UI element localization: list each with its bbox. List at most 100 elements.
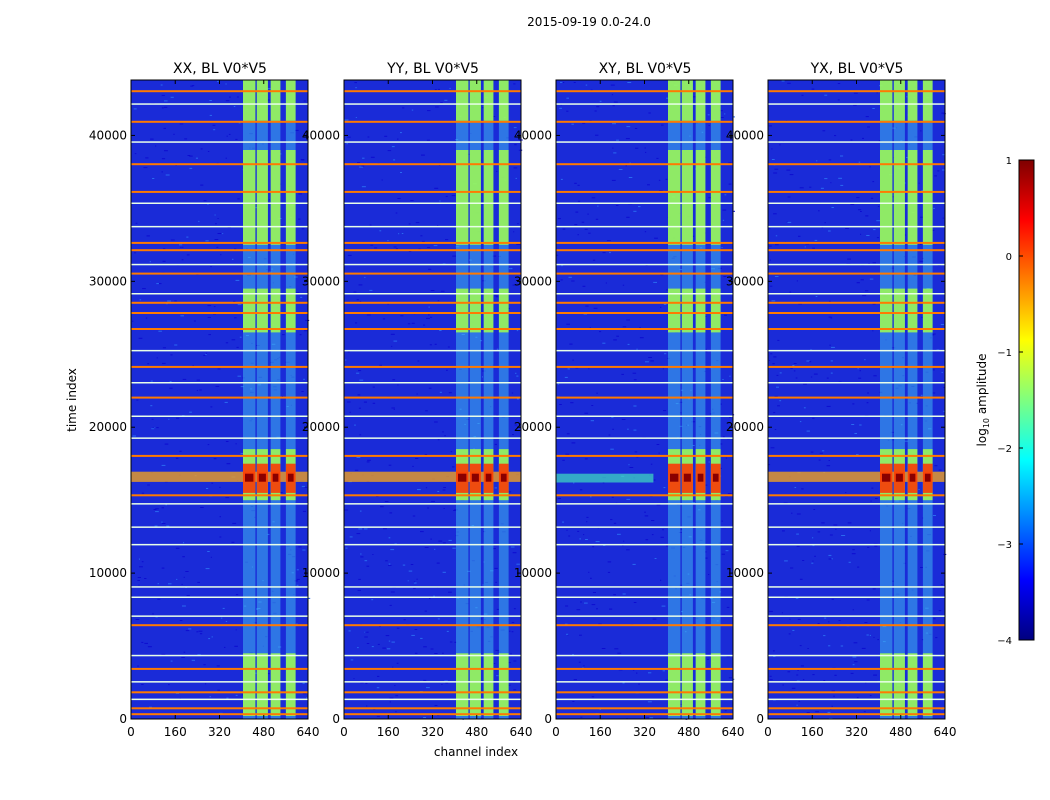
- noise-speck: [938, 610, 942, 612]
- noise-speck: [468, 288, 471, 290]
- noise-speck: [410, 200, 414, 201]
- noise-speck: [509, 268, 513, 270]
- noise-speck: [596, 608, 598, 610]
- noise-speck: [828, 230, 831, 232]
- noise-speck: [660, 536, 664, 538]
- noise-speck: [786, 221, 788, 223]
- noise-speck: [496, 608, 499, 610]
- noise-speck: [577, 184, 580, 186]
- rfi-line: [344, 624, 521, 627]
- noise-speck: [768, 464, 771, 466]
- noise-speck: [353, 291, 357, 293]
- band-segment: [469, 80, 481, 121]
- noise-speck: [557, 383, 559, 385]
- noise-speck: [644, 147, 646, 149]
- noise-speck: [359, 166, 364, 168]
- noise-speck: [169, 387, 173, 389]
- noise-speck: [161, 653, 166, 655]
- noise-speck: [437, 439, 440, 441]
- noise-speck: [203, 354, 206, 356]
- noise-speck: [829, 534, 833, 536]
- noise-speck: [876, 92, 878, 94]
- noise-speck: [165, 504, 167, 506]
- noise-speck: [196, 379, 200, 381]
- band-segment: [456, 288, 469, 333]
- rfi-line: [768, 225, 945, 228]
- noise-speck: [768, 228, 771, 230]
- noise-speck: [197, 581, 200, 583]
- noise-speck: [828, 645, 831, 647]
- noise-speck: [861, 647, 866, 649]
- noise-speck: [496, 414, 499, 416]
- noise-speck: [376, 715, 380, 717]
- noise-speck: [382, 647, 386, 649]
- noise-speck: [282, 396, 283, 397]
- noise-speck: [692, 445, 695, 446]
- noise-speck: [162, 347, 166, 349]
- rfi-line: [131, 293, 308, 295]
- noise-speck: [162, 260, 166, 262]
- noise-speck: [369, 289, 373, 291]
- noise-speck: [796, 513, 801, 515]
- noise-speck: [654, 558, 657, 559]
- rfi-line: [131, 494, 308, 497]
- rfi-line: [344, 263, 521, 266]
- noise-speck: [872, 303, 876, 305]
- noise-speck: [298, 218, 301, 220]
- noise-speck: [219, 516, 221, 518]
- noise-speck: [612, 123, 616, 125]
- y-tick-label: 20000: [514, 420, 552, 434]
- band-segment: [907, 288, 918, 333]
- noise-speck: [856, 697, 859, 699]
- noise-speck: [837, 99, 840, 101]
- noise-speck: [389, 604, 392, 606]
- noise-speck: [771, 300, 776, 302]
- noise-speck: [225, 100, 230, 102]
- band-segment: [270, 288, 281, 333]
- noise-speck: [495, 581, 497, 583]
- noise-speck: [876, 220, 880, 222]
- noise-speck: [279, 153, 282, 155]
- noise-speck: [625, 165, 627, 167]
- noise-speck: [302, 693, 307, 695]
- noise-speck: [658, 452, 660, 454]
- noise-speck: [853, 92, 858, 94]
- noise-speck: [658, 179, 661, 181]
- noise-speck: [665, 679, 669, 681]
- event-core: [697, 473, 704, 482]
- noise-speck: [850, 139, 853, 141]
- noise-speck: [423, 717, 426, 718]
- noise-speck: [347, 401, 351, 403]
- rfi-line: [344, 312, 521, 314]
- noise-speck: [602, 342, 606, 344]
- noise-speck: [636, 672, 638, 674]
- rfi-line: [768, 526, 945, 528]
- noise-speck: [802, 560, 805, 561]
- noise-speck: [845, 492, 847, 493]
- interference-band: [469, 80, 481, 719]
- interference-bands: [456, 80, 509, 719]
- y-tick-label: 10000: [514, 566, 552, 580]
- noise-speck: [774, 276, 779, 277]
- noise-speck: [209, 114, 212, 116]
- noise-speck: [797, 618, 801, 620]
- noise-speck: [164, 100, 168, 102]
- noise-speck: [931, 334, 935, 336]
- noise-speck: [584, 228, 588, 230]
- noise-speck: [431, 500, 435, 502]
- y-tick-label: 10000: [89, 566, 127, 580]
- noise-speck: [608, 434, 611, 436]
- band-segment: [270, 653, 281, 716]
- event-core: [471, 473, 479, 482]
- band-segment: [922, 150, 933, 245]
- noise-speck: [211, 636, 213, 638]
- noise-speck: [516, 330, 519, 332]
- x-tick-label: 480: [677, 725, 700, 739]
- noise-speck: [206, 488, 209, 489]
- noise-speck: [189, 411, 192, 413]
- noise-speck: [372, 386, 375, 388]
- noise-speck: [919, 260, 924, 262]
- noise-speck: [656, 444, 660, 445]
- noise-speck: [134, 153, 137, 155]
- noise-speck: [183, 576, 185, 578]
